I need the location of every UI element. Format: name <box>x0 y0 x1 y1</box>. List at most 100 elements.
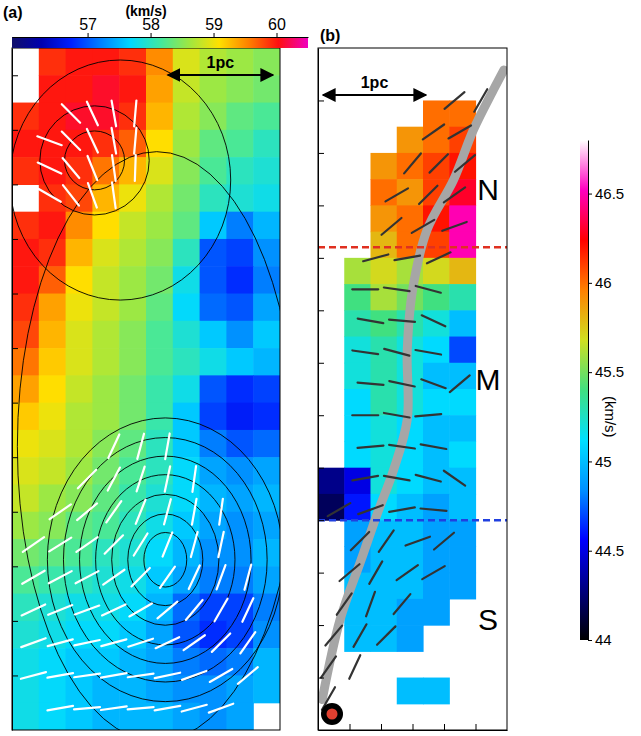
cell <box>200 157 227 185</box>
tick <box>12 621 18 622</box>
cell <box>253 103 280 131</box>
polarization-vector <box>218 532 223 557</box>
polarization-vector <box>337 593 352 614</box>
colorbar-axis: 57585960 <box>13 16 309 38</box>
tick-mark <box>318 153 324 154</box>
cell <box>12 703 39 730</box>
polarization-vector <box>352 350 378 354</box>
polarization-vector <box>74 707 100 709</box>
y-axis <box>318 49 324 731</box>
cell <box>119 648 146 676</box>
cell <box>253 212 280 240</box>
cell <box>39 75 66 103</box>
tick <box>12 239 18 240</box>
tick <box>12 294 18 295</box>
tick <box>318 363 324 364</box>
polarization-vector <box>47 706 73 711</box>
cell <box>146 294 173 322</box>
polarization-vector <box>210 669 233 682</box>
cell <box>146 403 173 431</box>
cell <box>226 239 253 267</box>
tick-mark <box>588 283 592 284</box>
polarization-vector <box>358 446 384 448</box>
cell <box>449 468 476 495</box>
tick-mark <box>318 625 324 626</box>
cell <box>12 294 39 322</box>
tick-mark <box>318 100 324 101</box>
cell <box>12 212 39 240</box>
colorbar-ramp <box>580 140 588 640</box>
cell <box>12 375 39 403</box>
polarization-vector <box>240 632 255 653</box>
polarization-vector <box>136 500 146 524</box>
polarization-vector <box>394 594 411 614</box>
cell <box>66 294 93 322</box>
tick-label: 44 <box>595 631 612 648</box>
polarization-vector <box>38 163 62 174</box>
contour <box>112 494 219 625</box>
polarization-vector <box>134 101 136 127</box>
x-axis <box>319 724 508 731</box>
cell <box>226 375 253 403</box>
cell <box>39 484 66 512</box>
cell <box>12 130 39 158</box>
polarization-vector <box>164 499 171 524</box>
polarization-vector <box>101 706 127 710</box>
polarization-vector <box>108 435 119 459</box>
tick-mark <box>12 621 18 622</box>
colorbar-tick: 44 <box>588 631 612 648</box>
polarization-vector <box>421 379 445 388</box>
cell <box>423 389 450 416</box>
tick-mark <box>588 640 592 641</box>
tick-mark <box>588 551 592 552</box>
polarization-vector <box>131 568 149 586</box>
cell <box>39 212 66 240</box>
polarization-vector <box>76 571 99 583</box>
beam-inner <box>327 709 338 720</box>
tick <box>12 75 18 76</box>
cell <box>92 48 119 76</box>
polarization-vector <box>444 187 465 202</box>
tick-mark <box>350 724 351 730</box>
cell <box>226 321 253 349</box>
cell <box>449 258 476 285</box>
cell <box>39 157 66 185</box>
cell <box>344 337 371 364</box>
cell <box>173 375 200 403</box>
beam-outer <box>321 703 343 725</box>
cell <box>200 457 227 485</box>
y-axis <box>12 49 18 731</box>
cell <box>253 130 280 158</box>
colorbar: 57585960(km/s) <box>12 3 309 48</box>
polarization-vector <box>423 124 444 139</box>
cell <box>12 157 39 185</box>
cell <box>12 348 39 376</box>
tick <box>12 566 18 567</box>
axis-line <box>319 730 508 731</box>
polarization-vector <box>219 499 223 525</box>
polarization-vector <box>351 532 369 550</box>
tick-mark <box>413 724 414 730</box>
cell <box>371 153 398 180</box>
tick <box>318 520 324 521</box>
tick-mark <box>12 512 18 513</box>
cell <box>226 212 253 240</box>
cell <box>173 212 200 240</box>
polarization-vector <box>455 155 475 172</box>
cell <box>146 512 173 540</box>
polarization-vector <box>354 624 367 647</box>
contour <box>65 131 125 190</box>
polarization-vector <box>209 704 233 713</box>
scale-bar-arrow <box>323 94 426 96</box>
cell <box>371 179 398 206</box>
scale-bar: 1pc <box>323 74 426 95</box>
cell <box>173 239 200 267</box>
polarization-vector <box>340 564 360 581</box>
polarization-vector <box>157 602 177 619</box>
cell <box>253 430 280 458</box>
cell <box>449 310 476 337</box>
contour <box>12 60 231 300</box>
tick-mark <box>476 724 477 730</box>
cell <box>397 127 424 154</box>
cell <box>318 468 345 495</box>
